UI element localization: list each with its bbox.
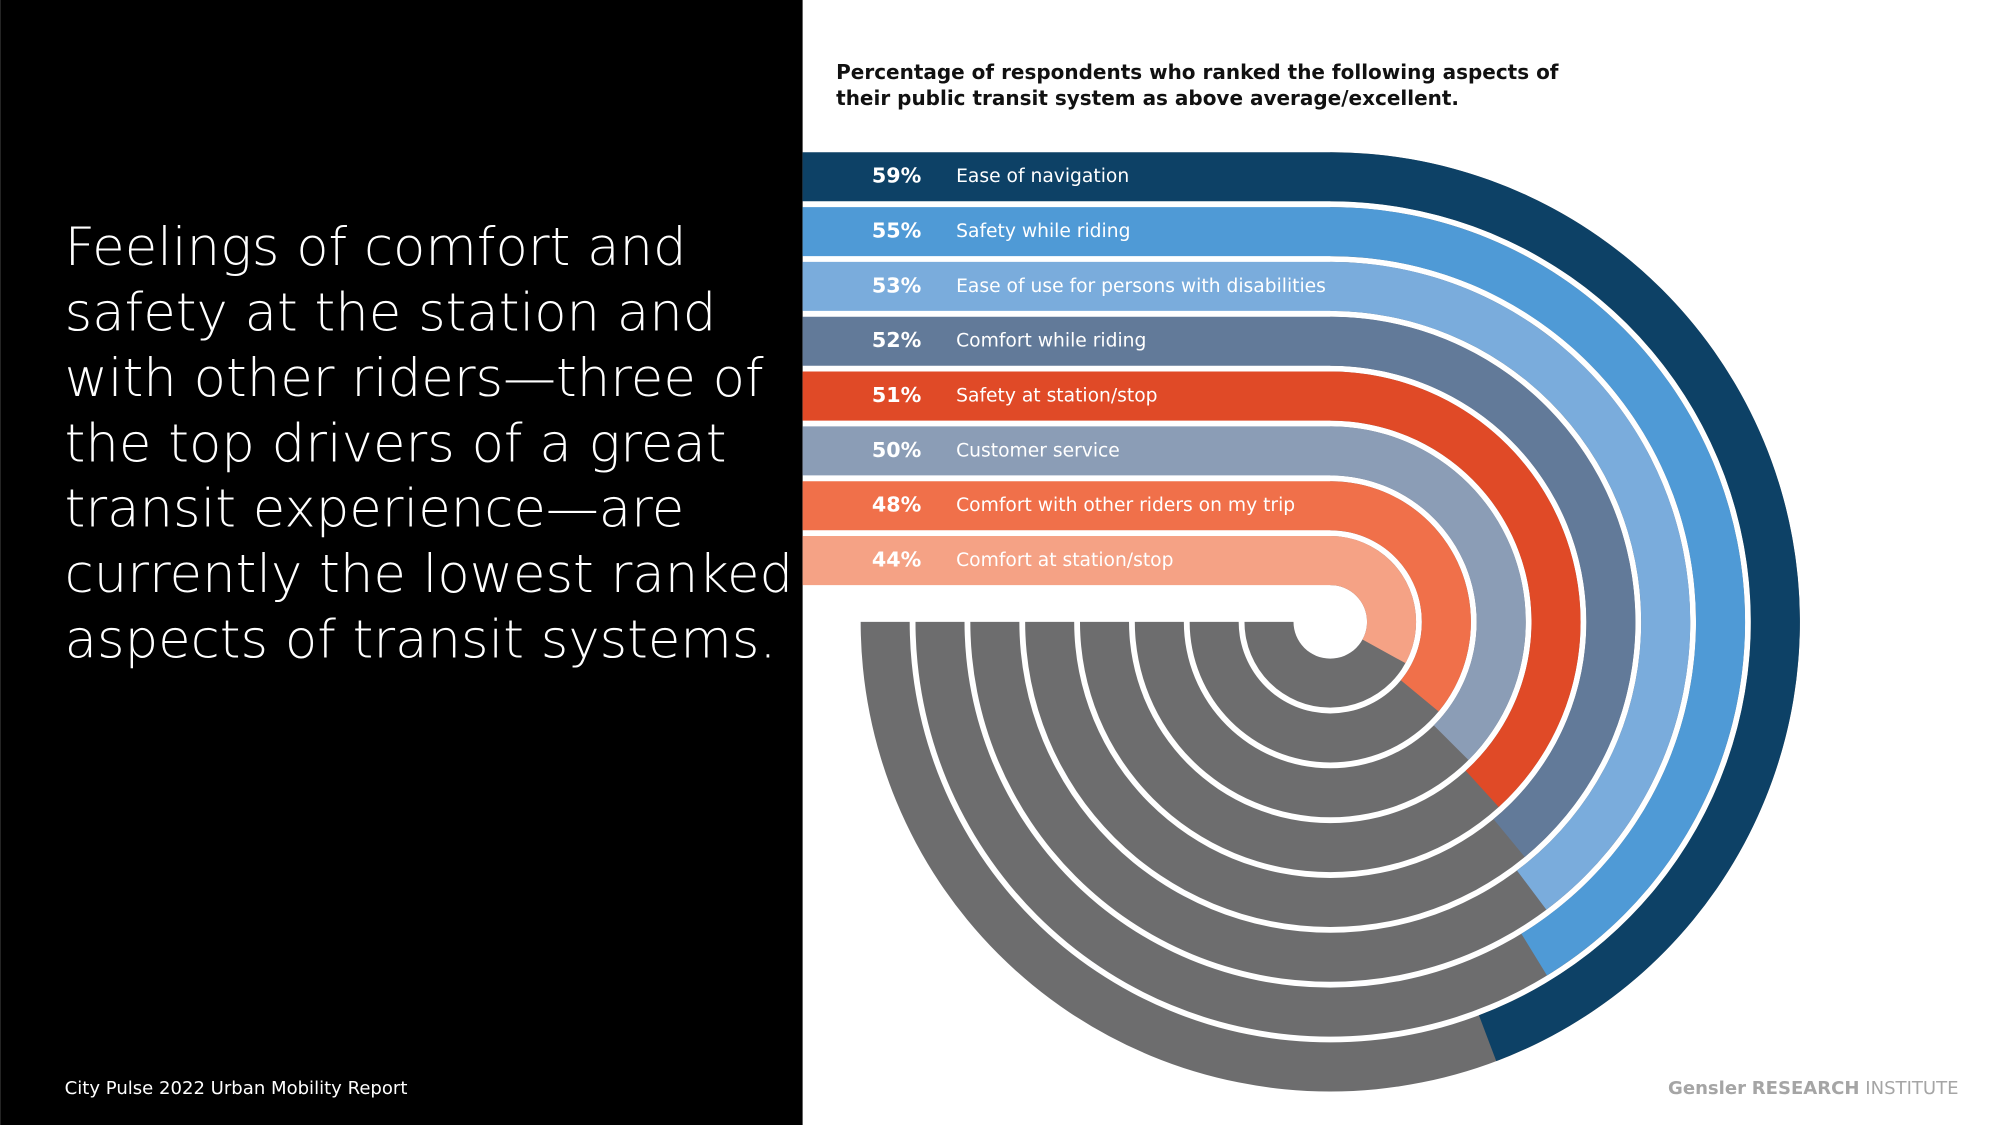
value-label: 55% xyxy=(872,219,922,243)
category-label: Comfort at station/stop xyxy=(956,550,1173,571)
category-label: Comfort while riding xyxy=(956,331,1146,352)
value-label: 52% xyxy=(872,328,922,352)
value-label: 44% xyxy=(872,548,922,572)
brand-unit: RESEARCH xyxy=(1752,1078,1860,1099)
radial-bar xyxy=(802,316,1636,857)
category-label: Safety at station/stop xyxy=(956,386,1157,407)
value-label: 59% xyxy=(872,164,922,188)
brand-suffix: INSTITUTE xyxy=(1865,1078,1958,1099)
headline-line: transit experience—are xyxy=(65,479,685,540)
value-label: 48% xyxy=(872,493,922,517)
category-label: Ease of navigation xyxy=(956,166,1129,187)
radial-bar xyxy=(802,536,1417,664)
value-label: 50% xyxy=(872,438,922,462)
headline-line: Feelings of comfort and xyxy=(65,217,687,278)
category-label: Ease of use for persons with disabilitie… xyxy=(956,276,1326,297)
brand: Gensler RESEARCH INSTITUTE xyxy=(1668,1078,1959,1099)
radial-bar xyxy=(802,426,1526,761)
footer: City Pulse 2022 Urban Mobility Report xyxy=(65,1078,408,1099)
category-label: Safety while riding xyxy=(956,221,1130,242)
headline-line: aspects of transit systems. xyxy=(65,609,777,670)
left-panel xyxy=(0,0,803,1125)
radial-bar xyxy=(802,371,1581,807)
headline-line: safety at the station and xyxy=(65,282,717,343)
value-label: 53% xyxy=(872,273,922,297)
headline-line: currently the lowest ranked xyxy=(65,544,793,605)
category-label: Comfort with other riders on my trip xyxy=(956,495,1295,516)
headline-line: with other riders—three of xyxy=(65,348,764,409)
headline-line: the top drivers of a great xyxy=(65,413,727,474)
chart-title: Percentage of respondents who ranked the… xyxy=(836,60,1559,84)
brand-name: Gensler xyxy=(1668,1078,1746,1099)
radial-bar xyxy=(802,261,1691,910)
radial-bar xyxy=(802,481,1471,712)
category-label: Customer service xyxy=(956,440,1120,461)
value-label: 51% xyxy=(872,383,922,407)
chart-title: their public transit system as above ave… xyxy=(836,86,1459,110)
